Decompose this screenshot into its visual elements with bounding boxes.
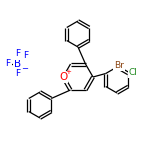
Text: F: F (16, 50, 21, 59)
Text: +: + (65, 69, 71, 75)
Text: F: F (23, 52, 29, 60)
Text: −: − (21, 64, 29, 74)
Text: B: B (14, 59, 22, 69)
Text: Br: Br (114, 60, 124, 69)
Text: Cl: Cl (129, 68, 138, 77)
Text: F: F (5, 59, 10, 69)
Text: O: O (59, 72, 67, 82)
Text: F: F (16, 69, 21, 78)
